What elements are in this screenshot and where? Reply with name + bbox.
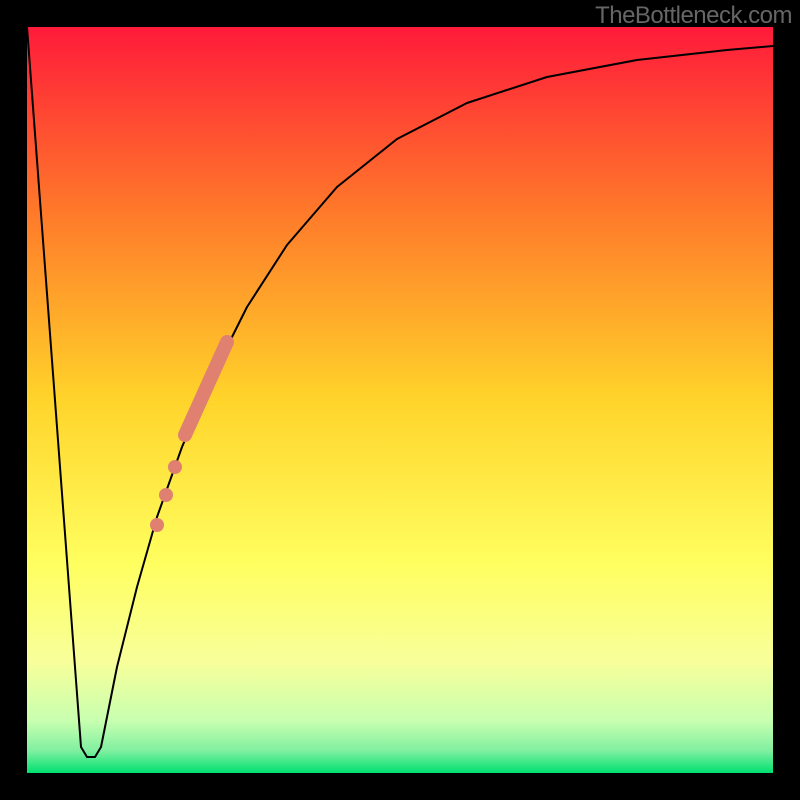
plot-area bbox=[27, 27, 773, 773]
chart-container: TheBottleneck.com bbox=[0, 0, 800, 800]
watermark-text: TheBottleneck.com bbox=[595, 2, 792, 30]
curve-layer bbox=[27, 27, 773, 773]
marker-dot bbox=[150, 518, 164, 532]
bottleneck-curve bbox=[27, 27, 773, 757]
marker-dot bbox=[159, 488, 173, 502]
marker-dot bbox=[168, 460, 182, 474]
marker-segment bbox=[185, 342, 227, 435]
